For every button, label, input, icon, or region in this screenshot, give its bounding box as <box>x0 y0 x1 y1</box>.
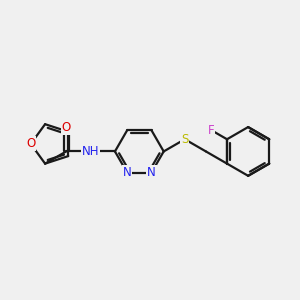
Text: NH: NH <box>82 145 99 158</box>
Text: S: S <box>181 133 188 146</box>
Text: N: N <box>147 166 156 179</box>
Text: O: O <box>61 121 71 134</box>
Text: F: F <box>208 124 214 136</box>
Text: O: O <box>26 137 35 150</box>
Text: N: N <box>123 166 131 179</box>
